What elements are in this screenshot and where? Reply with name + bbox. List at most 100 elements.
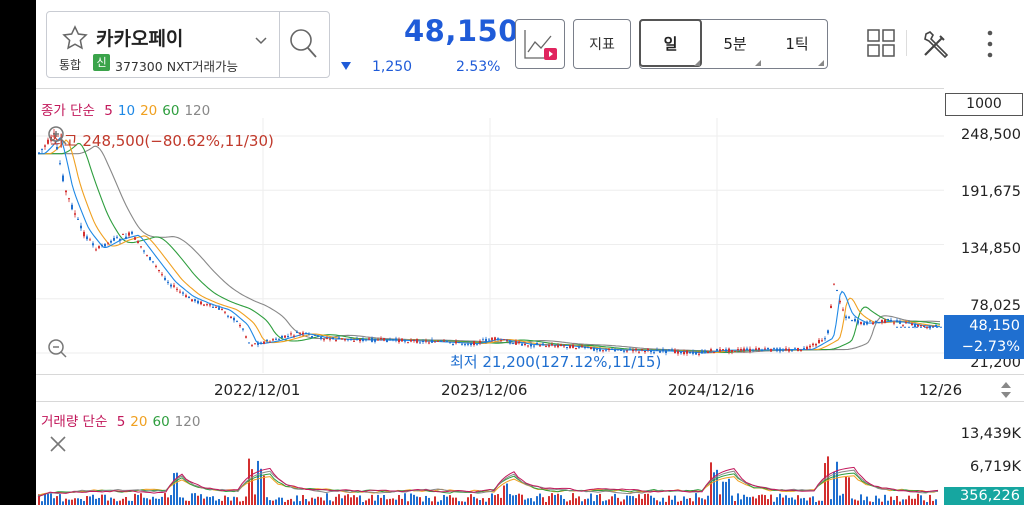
volume-bar — [134, 493, 136, 505]
candle — [746, 348, 748, 350]
stock-name[interactable]: 카카오페이 — [96, 28, 184, 50]
candle — [782, 350, 784, 352]
candle — [809, 345, 811, 348]
volume-bar — [491, 493, 493, 505]
volume-bar — [254, 494, 256, 505]
volume-bar — [239, 501, 241, 505]
volume-bar — [38, 494, 40, 505]
volume-bar — [173, 473, 175, 505]
volume-bar — [203, 498, 205, 505]
volume-bar — [59, 494, 61, 505]
candle — [215, 306, 217, 308]
candle — [86, 236, 88, 240]
candle — [479, 340, 481, 343]
volume-bar — [662, 497, 664, 505]
volume-bar — [440, 500, 442, 505]
volume-bar — [926, 501, 928, 505]
indicator-button[interactable]: 지표 — [573, 19, 631, 69]
volume-bar — [761, 494, 763, 505]
volume-bar — [599, 493, 601, 505]
volume-bar — [584, 499, 586, 505]
candle — [269, 341, 271, 343]
candle — [596, 349, 598, 351]
axis-scroll-icon[interactable] — [999, 380, 1013, 400]
volume-bar — [611, 496, 613, 505]
candle — [563, 345, 565, 347]
candle — [602, 350, 604, 352]
volume-bar — [671, 499, 673, 505]
candle — [56, 147, 58, 150]
volume-bar — [653, 497, 655, 505]
volume-bar — [287, 499, 289, 505]
volume-bar — [767, 499, 769, 505]
candle — [287, 336, 289, 337]
tools-settings-icon[interactable] — [920, 28, 952, 60]
stock-code: 377300 NXT거래가능 — [115, 59, 239, 74]
candle — [593, 348, 595, 351]
volume-bar — [386, 499, 388, 505]
more-menu-icon[interactable] — [984, 28, 996, 60]
ma-line — [38, 142, 941, 354]
candle — [77, 218, 79, 220]
volume-bar — [161, 496, 163, 505]
candle — [41, 148, 43, 150]
x-axis-line — [36, 374, 1024, 375]
zoom-out-icon[interactable] — [46, 337, 68, 359]
period-day-tab[interactable]: 일 — [639, 19, 702, 67]
volume-chart[interactable] — [36, 420, 944, 505]
candle — [812, 343, 814, 346]
volume-bar — [89, 496, 91, 505]
volume-bar — [821, 500, 823, 505]
volume-bar — [872, 501, 874, 505]
candle — [569, 345, 571, 349]
stock-search-box[interactable]: 카카오페이 통합 신 377300 NXT거래가능 — [46, 11, 330, 78]
volume-bar — [185, 500, 187, 505]
volume-bar — [674, 495, 676, 505]
current-volume-tag: 356,226 — [944, 487, 1024, 505]
candle — [506, 340, 508, 342]
volume-bar — [317, 496, 319, 505]
candle — [110, 240, 112, 243]
candle — [191, 299, 193, 302]
candle — [389, 339, 391, 341]
legend-prefix: 거래량 단순 — [41, 414, 108, 430]
grid-layout-icon[interactable] — [866, 28, 896, 58]
candle — [107, 242, 109, 244]
volume-bar — [359, 495, 361, 505]
volume-bar — [395, 499, 397, 505]
candle — [539, 345, 541, 347]
close-icon[interactable] — [48, 434, 68, 454]
volume-bar — [200, 494, 202, 505]
candle — [515, 341, 517, 345]
candle — [845, 316, 847, 318]
candle — [545, 346, 547, 348]
favorite-star-icon[interactable] — [61, 24, 89, 52]
candle — [659, 350, 661, 353]
candle — [836, 290, 838, 291]
candle — [461, 343, 463, 345]
volume-bar — [269, 500, 271, 505]
period-tick-tab[interactable]: 1틱 — [785, 35, 809, 53]
volume-bar — [746, 496, 748, 505]
zoom-in-icon[interactable] — [46, 124, 68, 146]
volume-bar — [638, 494, 640, 505]
volume-bar — [659, 501, 661, 505]
search-icon[interactable] — [287, 26, 319, 60]
volume-bar — [824, 463, 826, 505]
candle — [95, 249, 97, 251]
volume-bar — [815, 501, 817, 505]
price-chart[interactable] — [36, 118, 944, 373]
candle-count-box[interactable]: 1000 — [945, 93, 1023, 116]
chevron-down-icon[interactable] — [255, 36, 267, 46]
candle — [905, 322, 907, 324]
volume-bar — [467, 497, 469, 505]
volume-bar — [791, 497, 793, 505]
candle — [632, 350, 634, 352]
candle — [758, 347, 760, 350]
candle — [692, 351, 694, 354]
candle — [863, 322, 865, 325]
y-tick: 134,850 — [961, 241, 1021, 257]
volume-bar — [158, 498, 160, 505]
period-5min-tab[interactable]: 5분 — [723, 35, 747, 53]
chart-replay-button[interactable] — [515, 19, 565, 69]
